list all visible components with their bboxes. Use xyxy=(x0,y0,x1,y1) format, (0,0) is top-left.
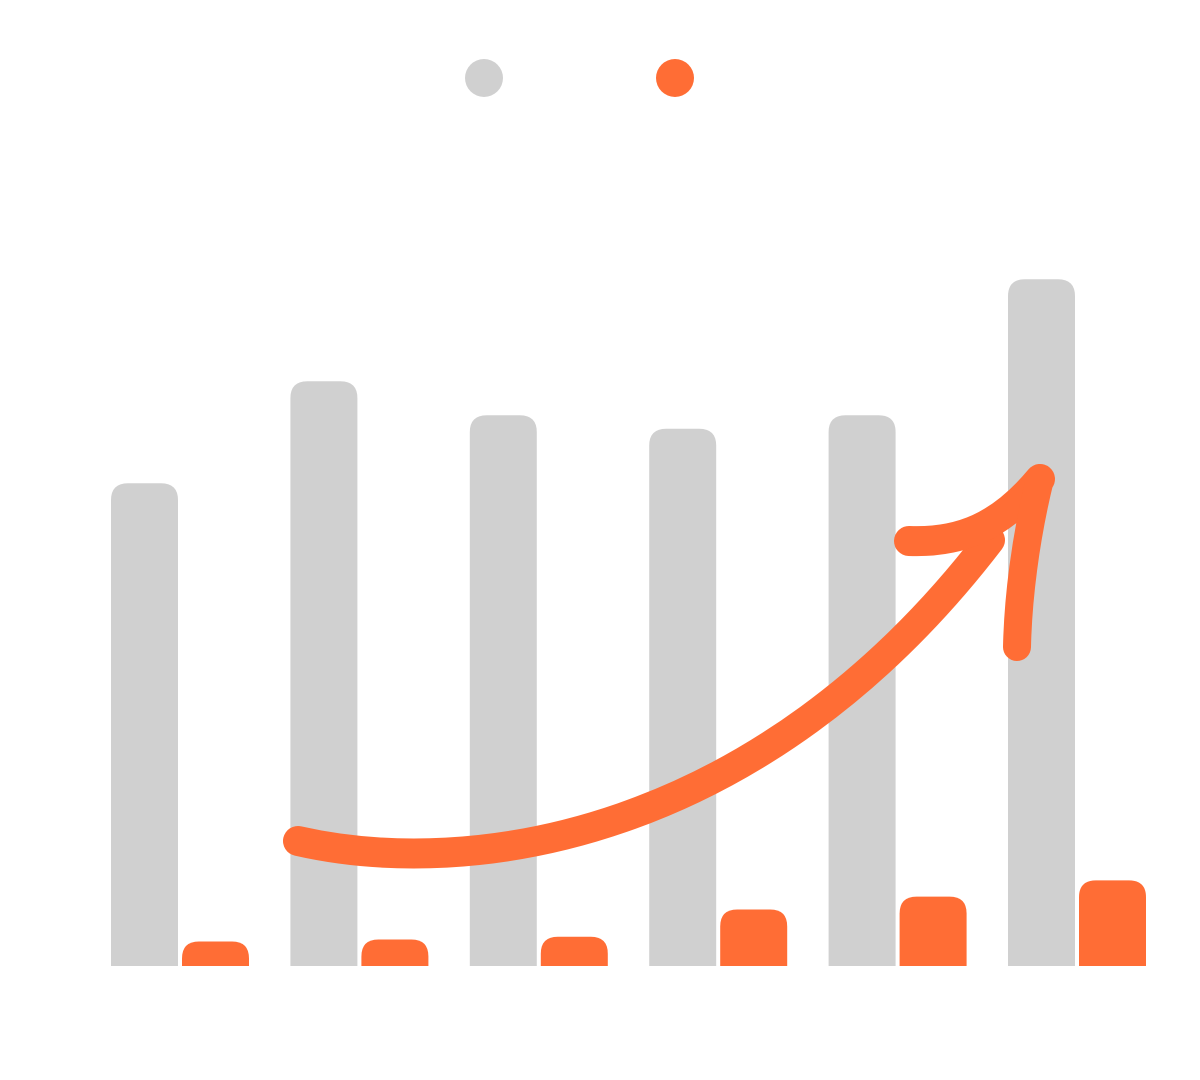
trend-arrow-head-lower xyxy=(1003,465,1054,661)
bar-series-2-category-2 xyxy=(361,939,429,966)
bar-series-2-category-6 xyxy=(1079,880,1146,966)
trend-annotation xyxy=(283,464,1055,869)
bar-series-1-category-1 xyxy=(111,483,178,966)
bar-series-1-category-3 xyxy=(469,415,537,966)
bar-series-1-category-2 xyxy=(290,381,358,966)
bar-series-2-category-5 xyxy=(899,896,967,966)
bar-series-2-category-4 xyxy=(720,909,788,966)
bars xyxy=(111,279,1146,966)
bar-series-2-category-1 xyxy=(182,941,249,966)
legend-marker-series-2 xyxy=(656,59,694,97)
trend-arrow-curve xyxy=(283,525,1005,869)
bar-series-2-category-3 xyxy=(540,936,608,966)
bar-series-1-category-6 xyxy=(1008,279,1075,966)
legend xyxy=(465,59,694,97)
legend-marker-series-1 xyxy=(465,59,503,97)
bar-series-1-category-4 xyxy=(649,428,717,966)
